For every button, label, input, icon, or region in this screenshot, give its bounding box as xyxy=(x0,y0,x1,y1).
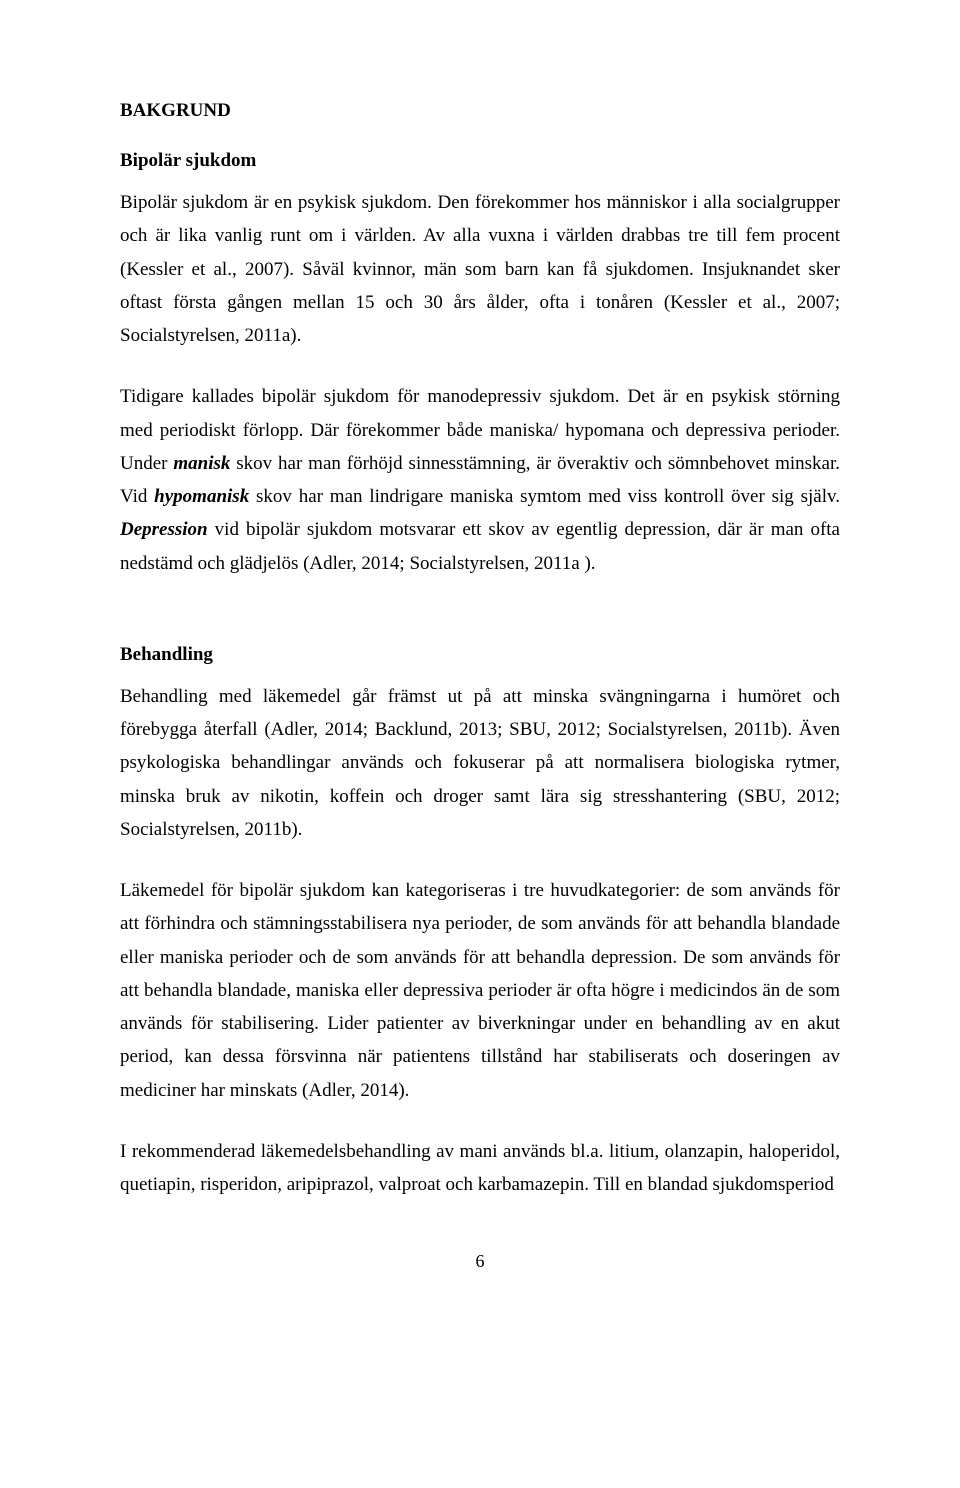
paragraph-1: Bipolär sjukdom är en psykisk sjukdom. D… xyxy=(120,186,840,352)
p2-term-depression: Depression xyxy=(120,519,208,540)
paragraph-2: Tidigare kallades bipolär sjukdom för ma… xyxy=(120,380,840,580)
section-heading-bipolar: Bipolär sjukdom xyxy=(120,150,840,172)
section-gap xyxy=(120,608,840,644)
main-heading: BAKGRUND xyxy=(120,100,840,122)
p2-text-c: skov har man lindrigare maniska symtom m… xyxy=(249,486,840,507)
p2-text-d: vid bipolär sjukdom motsvarar ett skov a… xyxy=(120,519,840,573)
section-heading-behandling: Behandling xyxy=(120,644,840,666)
p2-term-manisk: manisk xyxy=(173,453,230,474)
page-number: 6 xyxy=(120,1251,840,1272)
paragraph-5: I rekommenderad läkemedelsbehandling av … xyxy=(120,1135,840,1202)
document-page: BAKGRUND Bipolär sjukdom Bipolär sjukdom… xyxy=(0,0,960,1332)
p2-term-hypomanisk: hypomanisk xyxy=(154,486,249,507)
paragraph-4: Läkemedel för bipolär sjukdom kan katego… xyxy=(120,874,840,1107)
paragraph-3: Behandling med läkemedel går främst ut p… xyxy=(120,680,840,846)
